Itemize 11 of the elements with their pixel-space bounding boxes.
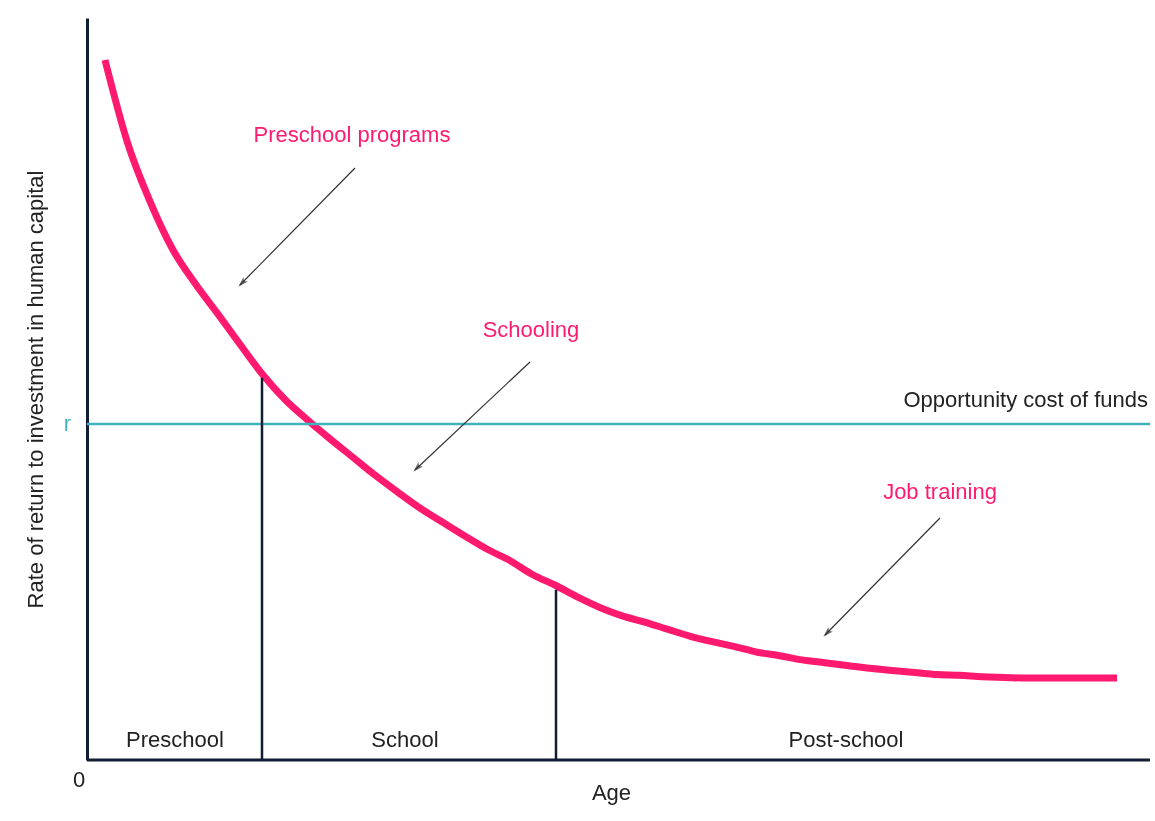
text: r [63,411,71,436]
annotation: Preschool [126,727,224,752]
text: 0 [72,767,86,792]
y-axis-title: Rate of return to investment in human capital [22,170,48,609]
annotation: Preschool programs [253,122,451,147]
annotation: School [371,727,439,752]
ref-line-label: Opportunity cost of funds [903,387,1148,412]
annotation: Post-school [788,727,904,752]
x-axis-title: Age [591,779,632,805]
annotation: Schooling [482,317,580,342]
annotation: Job training [883,479,997,504]
